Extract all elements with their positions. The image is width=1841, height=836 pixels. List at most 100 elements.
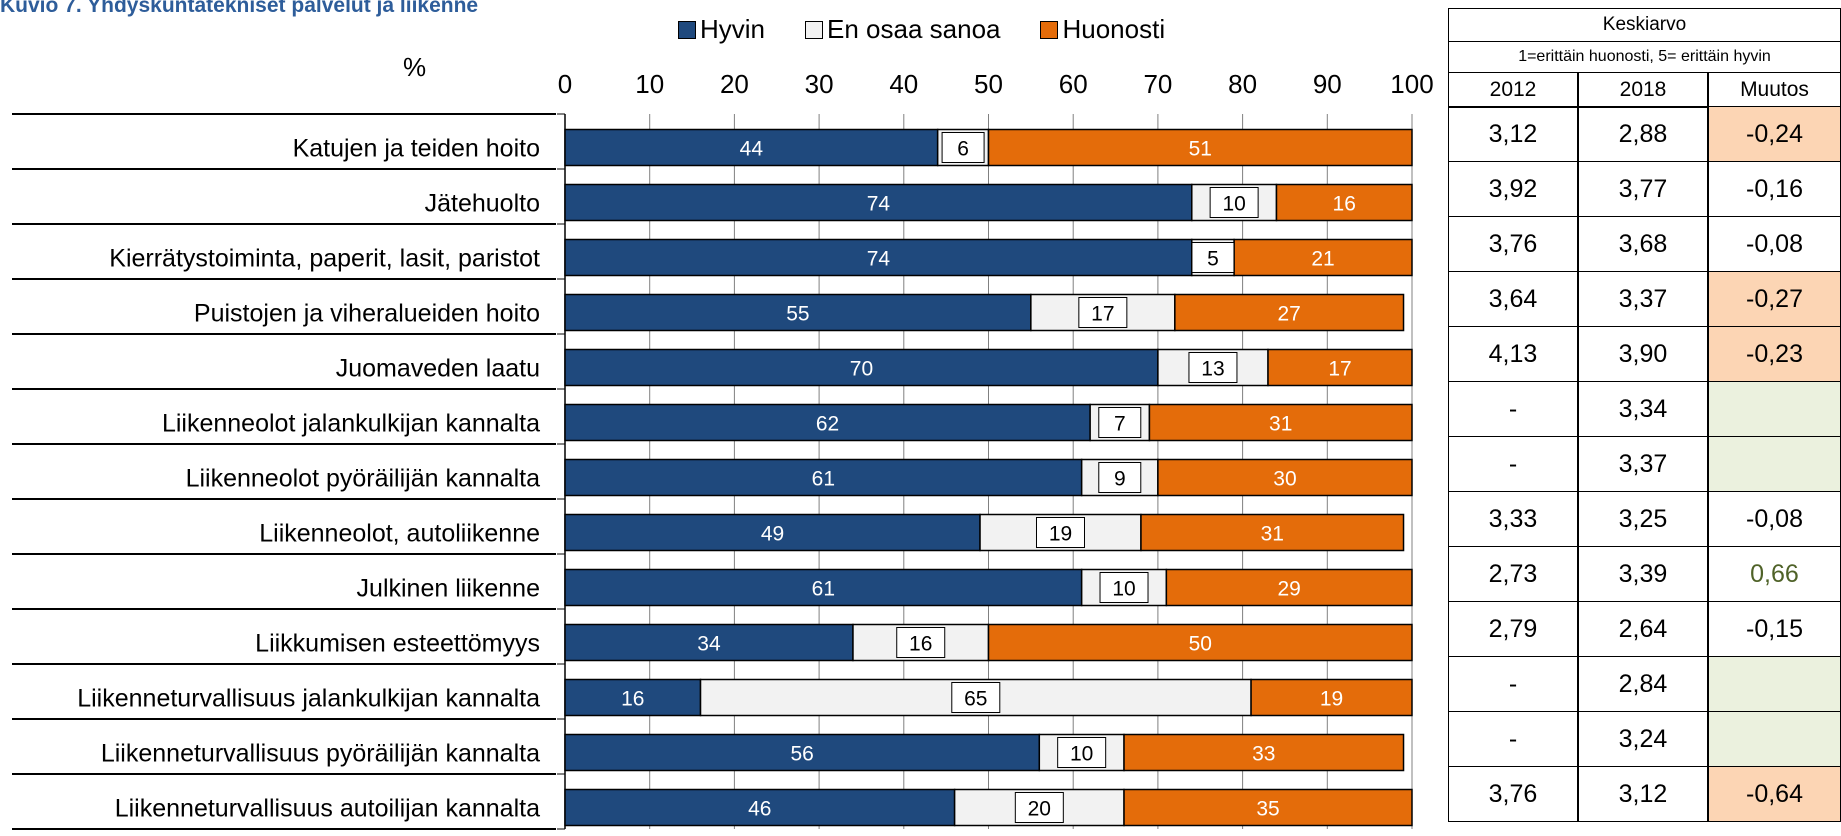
bar-segment-huonosti — [1157, 458, 1413, 497]
bar-segment-huonosti — [1267, 348, 1413, 387]
data-label: 19 — [1049, 523, 1072, 546]
table-cell-change: -0,64 — [1708, 766, 1841, 822]
table-cell-change: -0,27 — [1708, 271, 1841, 327]
table-cell-2018: 3,34 — [1578, 381, 1708, 437]
data-label-box — [1209, 187, 1259, 218]
category-label: Kierrätystoiminta, paperit, lasit, paris… — [109, 245, 540, 273]
data-label: 61 — [812, 468, 835, 491]
table-cell-2012: 3,92 — [1448, 161, 1578, 217]
bar-segment-hyvin — [564, 348, 1159, 387]
data-label: 34 — [697, 633, 721, 656]
data-label: 65 — [964, 688, 987, 711]
data-label: 10 — [1222, 193, 1245, 216]
bar-segment-huonosti — [1148, 403, 1413, 442]
table-cell-2018: 3,12 — [1578, 766, 1708, 822]
data-label: 74 — [867, 193, 891, 216]
data-label: 61 — [812, 578, 835, 601]
category-label: Liikenneolot jalankulkijan kannalta — [162, 410, 540, 438]
data-label: 50 — [1189, 633, 1212, 656]
chart-title: Kuvio 7. Yhdyskuntatekniset palvelut ja … — [0, 0, 479, 17]
table-cell-2012: - — [1448, 711, 1578, 767]
bar-segment-huonosti — [987, 128, 1413, 167]
x-tick-label: 40 — [889, 69, 918, 99]
data-label: 33 — [1252, 743, 1275, 766]
bar-segment-huonosti — [1233, 238, 1413, 277]
data-label: 74 — [867, 248, 891, 271]
legend: Hyvin En osaa sanoa Huonosti — [678, 14, 1165, 45]
category-label: Juomaveden laatu — [336, 355, 540, 383]
data-label: 46 — [748, 798, 771, 821]
table-cell-change: -0,16 — [1708, 161, 1841, 217]
data-label-box — [1014, 792, 1064, 823]
table-cell-change: 0,66 — [1708, 546, 1841, 602]
table-cell-2018: 3,39 — [1578, 546, 1708, 602]
data-label: 55 — [786, 303, 809, 326]
table-cell-change — [1708, 656, 1841, 712]
bar-segment-hyvin — [564, 403, 1091, 442]
legend-swatch-en-osaa-sanoa — [805, 20, 824, 39]
bar-segment-huonosti — [1275, 183, 1413, 222]
data-label: 70 — [850, 358, 873, 381]
table-cell-2018: 2,84 — [1578, 656, 1708, 712]
data-label-box — [1098, 407, 1142, 438]
bar-segment-hyvin — [564, 293, 1032, 332]
data-label: 10 — [1112, 578, 1135, 601]
stacked-bar-chart: 0 10 20 30 40 50 60 70 80 90 100 Katujen ja teiden … — [12, 69, 1434, 830]
table-cell-2012: - — [1448, 436, 1578, 492]
data-label-box — [1057, 737, 1107, 768]
table-cell-2018: 2,88 — [1578, 106, 1708, 162]
bar-segment-hyvin — [564, 678, 702, 717]
table-cell-2018: 2,64 — [1578, 601, 1708, 657]
category-label: Puistojen ja viheralueiden hoito — [194, 300, 540, 328]
data-label-box — [941, 132, 985, 163]
data-label: 27 — [1278, 303, 1301, 326]
legend-label-huonosti: Huonosti — [1062, 14, 1166, 44]
legend-label-en-osaa-sanoa: En osaa sanoa — [827, 14, 1001, 44]
category-label: Liikenneturvallisuus jalankulkijan kanna… — [77, 685, 540, 713]
bar-segment-huonosti — [987, 623, 1413, 662]
bar-segment-huonosti — [1123, 733, 1405, 772]
legend-label-hyvin: Hyvin — [700, 14, 766, 44]
data-label: 17 — [1091, 303, 1114, 326]
table-cell-2012: 2,73 — [1448, 546, 1578, 602]
data-label-box — [1188, 352, 1238, 383]
category-label: Katujen ja teiden hoito — [293, 135, 540, 163]
data-label: 16 — [621, 688, 644, 711]
table-cell-2018: 3,37 — [1578, 271, 1708, 327]
data-label: 35 — [1256, 798, 1279, 821]
category-label: Liikenneolot pyöräilijän kannalta — [186, 465, 541, 493]
data-label-box — [896, 627, 946, 658]
data-label-box — [1099, 572, 1149, 603]
table-cell-change — [1708, 436, 1841, 492]
data-label-box — [1078, 297, 1128, 328]
table-cell-change: -0,15 — [1708, 601, 1841, 657]
table-cell-change: -0,23 — [1708, 326, 1841, 382]
data-label-box — [1098, 462, 1142, 493]
table-cell-change: -0,24 — [1708, 106, 1841, 162]
bar-segment-hyvin — [564, 733, 1041, 772]
table-cell-2012: - — [1448, 656, 1578, 712]
data-label: 6 — [957, 138, 969, 161]
bar-segment-huonosti — [1123, 788, 1413, 827]
legend-swatch-hyvin — [678, 20, 696, 39]
data-label: 13 — [1201, 358, 1224, 381]
x-tick-label: 10 — [635, 69, 664, 99]
legend-swatch-huonosti — [1040, 20, 1059, 39]
data-label: 31 — [1261, 523, 1284, 546]
table-cell-2012: 3,12 — [1448, 106, 1578, 162]
table-cell-2012: - — [1448, 381, 1578, 437]
category-label: Liikenneturvallisuus autoilijan kannalta — [115, 795, 540, 823]
x-tick-label: 20 — [720, 69, 749, 99]
x-tick-label: 0 — [558, 69, 572, 99]
data-label: 9 — [1114, 468, 1126, 491]
bar-segment-huonosti — [1165, 568, 1413, 607]
data-label: 21 — [1311, 248, 1334, 271]
bar-segment-hyvin — [564, 183, 1193, 222]
table-column-header: Muutos — [1708, 72, 1841, 108]
table-cell-2012: 3,76 — [1448, 766, 1578, 822]
data-label: 20 — [1028, 798, 1051, 821]
bar-segment-hyvin — [564, 458, 1083, 497]
table-column-header: 2018 — [1578, 72, 1708, 108]
category-label: Liikkumisen esteettömyys — [255, 630, 540, 658]
data-label: 51 — [1189, 138, 1212, 161]
